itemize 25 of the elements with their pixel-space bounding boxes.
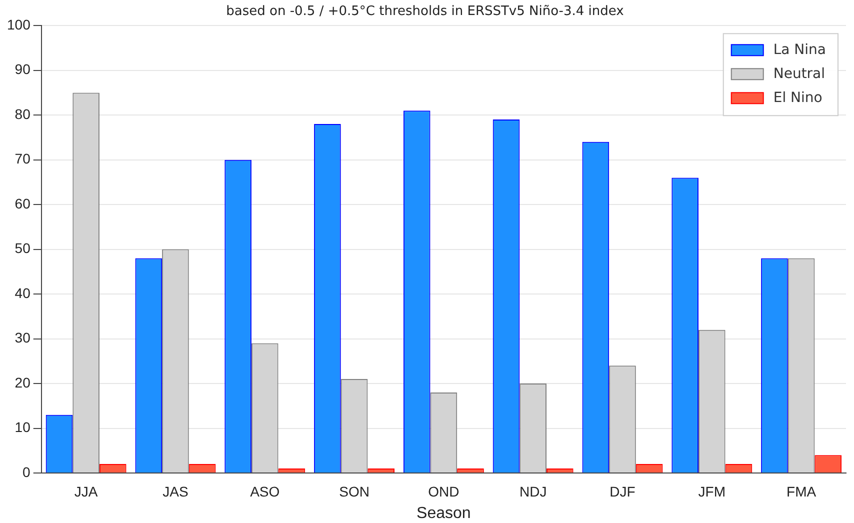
x-axis-title: Season (416, 504, 471, 522)
y-tick-label: 70 (14, 150, 31, 167)
x-tick-label: SON (339, 483, 370, 500)
chart-title: based on -0.5 / +0.5°C thresholds in ERSSTv5 Niño-3.4 index (226, 4, 624, 20)
x-tick-label: JAS (162, 483, 188, 500)
y-tick-label: 50 (14, 240, 31, 256)
x-tick-label: NDJ (519, 483, 547, 500)
y-tick-label: 10 (14, 419, 31, 436)
y-tick-label: 20 (14, 374, 31, 390)
y-tick-label: 100 (7, 16, 31, 32)
x-tick-label: JJA (74, 483, 98, 500)
x-tick-label: JFM (698, 483, 726, 500)
legend-label: La Nina (773, 42, 826, 58)
y-tick-label: 30 (14, 330, 31, 346)
x-tick-label: ASO (250, 483, 280, 500)
y-tick-label: 90 (14, 61, 31, 78)
y-tick-label: 80 (14, 106, 31, 122)
legend-label: El Nino (773, 90, 822, 106)
x-tick-label: DJF (610, 483, 636, 500)
x-tick-label: FMA (786, 483, 817, 500)
y-tick-label: 40 (14, 284, 31, 301)
legend-label: Neutral (773, 66, 826, 82)
x-tick-label: OND (428, 483, 460, 500)
y-tick-label: 60 (14, 195, 31, 212)
y-tick-label: 0 (22, 464, 31, 480)
